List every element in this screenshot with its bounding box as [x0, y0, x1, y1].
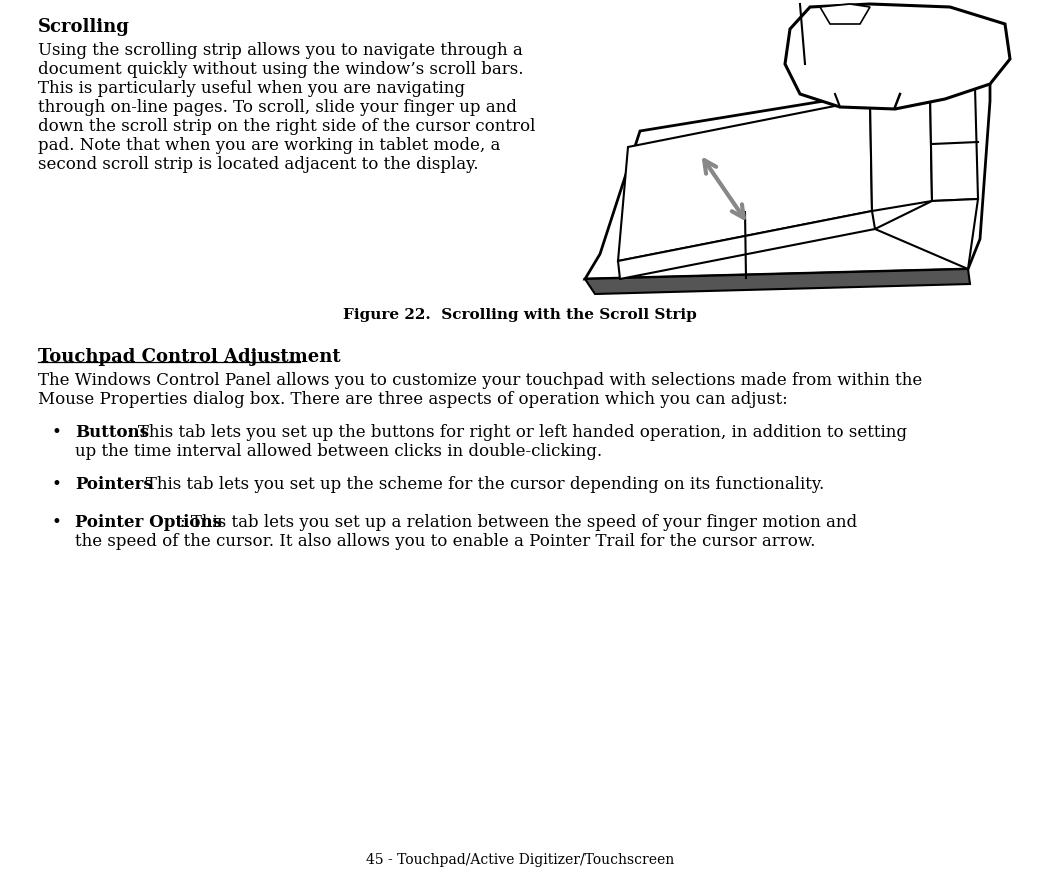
Polygon shape	[875, 200, 978, 270]
Text: The Windows Control Panel allows you to customize your touchpad with selections : The Windows Control Panel allows you to …	[38, 371, 922, 389]
Text: •: •	[52, 476, 61, 493]
Text: Touchpad Control Adjustment: Touchpad Control Adjustment	[38, 348, 341, 365]
Text: This is particularly useful when you are navigating: This is particularly useful when you are…	[38, 80, 465, 97]
Text: second scroll strip is located adjacent to the display.: second scroll strip is located adjacent …	[38, 155, 478, 173]
Polygon shape	[930, 88, 978, 202]
Text: through on-line pages. To scroll, slide your finger up and: through on-line pages. To scroll, slide …	[38, 99, 517, 116]
Polygon shape	[618, 100, 872, 262]
Text: down the scroll strip on the right side of the cursor control: down the scroll strip on the right side …	[38, 118, 536, 135]
Polygon shape	[820, 5, 870, 25]
Text: the speed of the cursor. It also allows you to enable a Pointer Trail for the cu: the speed of the cursor. It also allows …	[75, 532, 815, 550]
Text: : This tab lets you set up the buttons for right or left handed operation, in ad: : This tab lets you set up the buttons f…	[127, 423, 907, 441]
Polygon shape	[584, 270, 970, 295]
Text: Scrolling: Scrolling	[38, 18, 130, 36]
Text: document quickly without using the window’s scroll bars.: document quickly without using the windo…	[38, 61, 523, 78]
Text: : This tab lets you set up a relation between the speed of your finger motion an: : This tab lets you set up a relation be…	[180, 514, 857, 530]
Text: Figure 22.  Scrolling with the Scroll Strip: Figure 22. Scrolling with the Scroll Str…	[343, 307, 697, 321]
Text: Pointers: Pointers	[75, 476, 153, 493]
Text: •: •	[52, 514, 61, 530]
Polygon shape	[870, 92, 932, 212]
Text: : This tab lets you set up the scheme for the cursor depending on its functional: : This tab lets you set up the scheme fo…	[135, 476, 825, 493]
Polygon shape	[618, 212, 875, 280]
Text: Pointer Options: Pointer Options	[75, 514, 222, 530]
Text: Using the scrolling strip allows you to navigate through a: Using the scrolling strip allows you to …	[38, 42, 523, 59]
Text: Mouse Properties dialog box. There are three aspects of operation which you can : Mouse Properties dialog box. There are t…	[38, 391, 787, 407]
Text: pad. Note that when you are working in tablet mode, a: pad. Note that when you are working in t…	[38, 137, 500, 154]
Text: up the time interval allowed between clicks in double-clicking.: up the time interval allowed between cli…	[75, 443, 602, 459]
Text: 45 - Touchpad/Active Digitizer/Touchscreen: 45 - Touchpad/Active Digitizer/Touchscre…	[366, 852, 674, 866]
Text: •: •	[52, 423, 61, 441]
Polygon shape	[785, 5, 1010, 110]
Text: Buttons: Buttons	[75, 423, 149, 441]
Polygon shape	[584, 75, 990, 280]
